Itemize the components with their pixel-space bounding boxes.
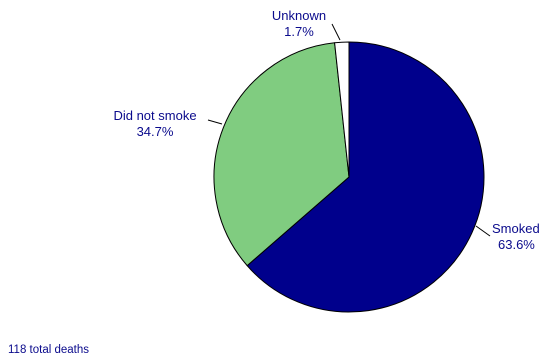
pie-slice-did-not-smoke [213, 42, 350, 267]
slice-label-did-not-smoke: Did not smoke [113, 108, 196, 123]
total-deaths-footnote: 118 total deaths [8, 344, 89, 356]
slice-label-smoked: Smoked [492, 221, 540, 236]
leader-line-did-not-smoke [207, 119, 223, 125]
slice-percent-did-not-smoke: 34.7% [137, 124, 174, 139]
leader-line-smoked [475, 225, 491, 237]
label-smoked: Smoked 63.6% [475, 221, 540, 252]
pie-slice-unknown [334, 41, 350, 178]
leader-line-unknown [331, 23, 341, 41]
slice-percent-smoked: 63.6% [498, 237, 535, 252]
slice-label-unknown: Unknown [272, 8, 326, 23]
label-did-not-smoke: Did not smoke 34.7% [113, 108, 223, 139]
pie-slices [213, 41, 485, 313]
label-unknown: Unknown 1.7% [272, 8, 341, 41]
pie-slice-smoked [246, 41, 485, 313]
slice-percent-unknown: 1.7% [284, 24, 314, 39]
